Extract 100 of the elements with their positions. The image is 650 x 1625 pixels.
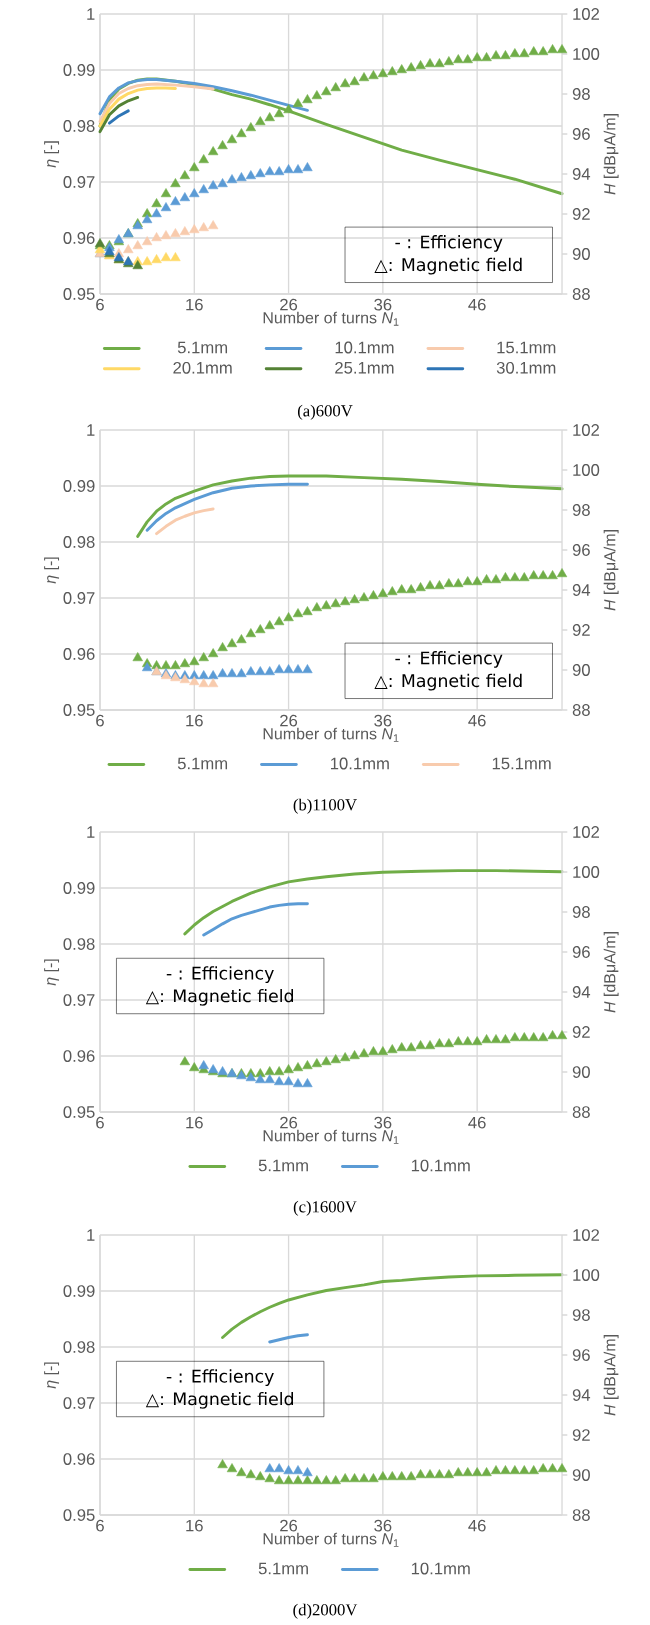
y-axis-title: η [-] xyxy=(44,557,60,584)
y2-tick-label: 100 xyxy=(573,1269,600,1281)
y2-tick-label: 92 xyxy=(572,208,590,220)
x-tick-label: 36 xyxy=(374,1519,392,1532)
x-axis-title: Number of turns N$_{1}$ xyxy=(263,1532,399,1547)
x-axis-title: Number of turns N$_{1}$ xyxy=(263,1129,399,1144)
x-tick-label: 26 xyxy=(280,714,298,727)
x-tick-label: 16 xyxy=(186,1519,203,1532)
y2-tick-label: 100 xyxy=(573,464,600,476)
y2-tick-label: 96 xyxy=(572,1349,590,1361)
x-tick-label: 36 xyxy=(374,714,392,727)
y-tick-label: 0.98 xyxy=(63,120,95,132)
x-tick-label: 46 xyxy=(468,298,486,311)
y-tick-label: 0.99 xyxy=(63,882,95,894)
x-tick-label: 46 xyxy=(468,1116,486,1129)
text: (d)2000V xyxy=(293,1603,358,1619)
legend-label: 15.1mm xyxy=(492,757,551,770)
y-tick-label: 0.95 xyxy=(63,1509,95,1521)
y2-tick-label: 94 xyxy=(572,1389,591,1401)
y2-tick-label: 92 xyxy=(572,1429,590,1441)
x-tick-label: 26 xyxy=(280,1116,298,1129)
x-tick-label: 6 xyxy=(96,1519,104,1532)
legend-label: 5.1mm xyxy=(177,341,228,354)
y-tick-label: 0.95 xyxy=(63,704,95,716)
y2-tick-label: 88 xyxy=(572,288,590,300)
y2-tick-label: 96 xyxy=(572,946,590,958)
x-tick-label: 36 xyxy=(374,298,392,311)
y-tick-label: 0.96 xyxy=(63,232,95,244)
y2-axis-title: H [dBμA/m] xyxy=(603,530,619,611)
annotation: △: Magnetic field xyxy=(145,988,293,1006)
y-tick-label: 0.96 xyxy=(63,1050,95,1062)
x-tick-label: 6 xyxy=(96,298,104,311)
x-tick-label: 16 xyxy=(186,298,203,311)
y2-tick-label: 92 xyxy=(572,1026,590,1038)
y-tick-label: 0.97 xyxy=(63,176,95,188)
x-tick-label: 46 xyxy=(468,1519,486,1532)
legend-label: 5.1mm xyxy=(177,757,228,770)
y2-tick-label: 90 xyxy=(572,1469,590,1481)
y-tick-label: 0.95 xyxy=(63,1106,95,1118)
legend-label: 25.1mm xyxy=(335,361,394,374)
x-tick-label: 26 xyxy=(280,1519,298,1532)
y2-tick-label: 94 xyxy=(572,986,591,998)
text: (b)1100V xyxy=(293,798,357,814)
legend-label: 20.1mm xyxy=(173,361,232,374)
x-tick-label: 16 xyxy=(186,1116,203,1129)
y-tick-label: 1 xyxy=(87,424,95,436)
y2-tick-label: 88 xyxy=(572,1106,590,1118)
y2-tick-label: 102 xyxy=(573,8,600,20)
x-axis-title: Number of turns N$_{1}$ xyxy=(263,311,399,326)
y-axis-title: η [-] xyxy=(44,1362,60,1389)
y-axis-title: η [-] xyxy=(44,959,60,986)
x-tick-label: 46 xyxy=(468,714,486,727)
legend-label: 10.1mm xyxy=(335,341,394,354)
y-tick-label: 0.96 xyxy=(63,648,95,660)
y2-tick-label: 96 xyxy=(572,544,590,556)
y-tick-label: 1 xyxy=(87,1229,95,1241)
y-tick-label: 0.97 xyxy=(63,1397,95,1409)
y2-axis-title: H [dBμA/m] xyxy=(603,932,619,1013)
annotation: △: Magnetic field xyxy=(374,257,522,275)
y2-tick-label: 90 xyxy=(572,1066,590,1078)
y2-tick-label: 98 xyxy=(572,88,590,100)
y2-tick-label: 100 xyxy=(573,866,600,878)
y2-tick-label: 102 xyxy=(573,826,600,838)
text: (c)1600V xyxy=(293,1200,357,1216)
legend-label: 30.1mm xyxy=(496,361,556,374)
legend-label: 5.1mm xyxy=(258,1159,308,1172)
y2-tick-label: 88 xyxy=(572,1509,590,1521)
y-tick-label: 0.96 xyxy=(63,1453,95,1465)
y2-tick-label: 90 xyxy=(572,248,590,260)
y-tick-label: 0.98 xyxy=(63,938,95,950)
x-tick-label: 6 xyxy=(96,714,104,727)
y2-tick-label: 90 xyxy=(572,664,590,676)
y-tick-label: 0.95 xyxy=(63,288,95,300)
legend-label: 10.1mm xyxy=(331,757,389,770)
y2-tick-label: 96 xyxy=(572,128,590,140)
x-tick-label: 6 xyxy=(96,1116,104,1129)
annotation: △: Magnetic field xyxy=(145,1391,293,1409)
y2-tick-label: 98 xyxy=(572,906,590,918)
y-tick-label: 0.97 xyxy=(63,994,95,1006)
y2-tick-label: 94 xyxy=(572,584,591,596)
y2-tick-label: 94 xyxy=(572,168,591,180)
y2-axis-title: H [dBμA/m] xyxy=(603,1335,619,1416)
y-tick-label: 1 xyxy=(87,826,95,838)
annotation: - : Efficiency xyxy=(166,966,274,984)
x-tick-label: 16 xyxy=(186,714,203,727)
y2-tick-label: 102 xyxy=(573,424,600,436)
y-tick-label: 0.99 xyxy=(63,480,95,492)
x-axis-title: Number of turns N$_{1}$ xyxy=(263,727,399,742)
y-tick-label: 0.99 xyxy=(63,64,95,76)
y-axis-title: η [-] xyxy=(44,141,60,168)
text: (a)600V xyxy=(297,404,353,420)
legend-label: 15.1mm xyxy=(497,341,556,354)
x-tick-label: 26 xyxy=(280,298,298,311)
legend-label: 5.1mm xyxy=(258,1562,308,1575)
annotation: - : Efficiency xyxy=(395,235,503,252)
y-tick-label: 1 xyxy=(87,8,95,20)
annotation: - : Efficiency xyxy=(166,1369,274,1387)
y2-tick-label: 100 xyxy=(573,48,600,60)
legend-label: 10.1mm xyxy=(411,1562,470,1575)
y-tick-label: 0.97 xyxy=(63,592,95,604)
